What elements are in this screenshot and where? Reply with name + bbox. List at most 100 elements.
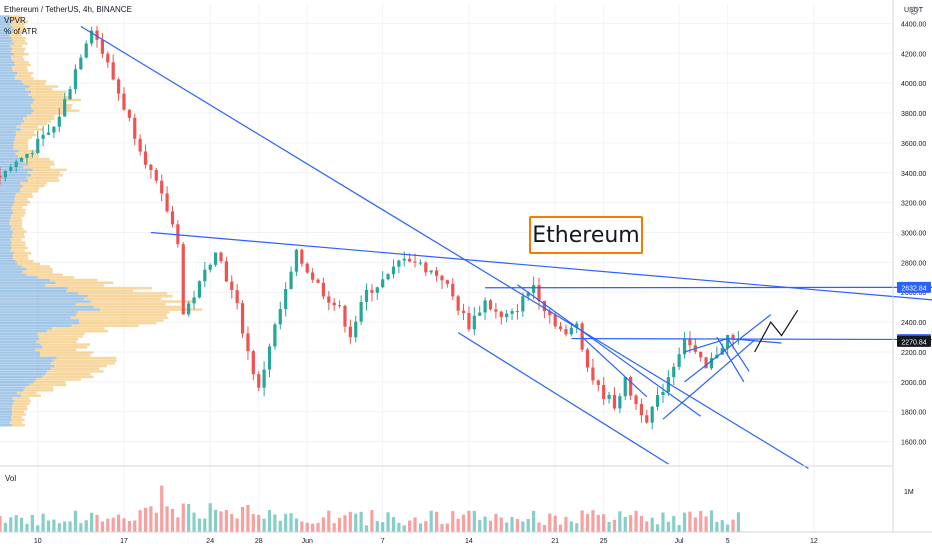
candle-body (634, 396, 637, 404)
symbol-title[interactable]: Ethereum / TetherUS, 4h, BINANCE (4, 4, 132, 15)
profile-bar-buy (0, 351, 40, 353)
candle-body (440, 276, 443, 280)
candle-body (413, 261, 416, 262)
profile-bar-buy (0, 131, 16, 133)
profile-bar-sell (76, 314, 167, 316)
profile-bar-sell (17, 392, 36, 394)
profile-bar-buy (0, 273, 27, 275)
candle-body (74, 69, 77, 89)
profile-bar-sell (23, 83, 45, 85)
profile-bar-sell (42, 346, 87, 348)
profile-bar-buy (0, 144, 14, 146)
candle-body (63, 99, 66, 116)
candle-body (230, 282, 233, 291)
volume-bar (521, 521, 524, 532)
profile-bar-sell (76, 303, 166, 305)
candle-body (9, 167, 12, 171)
profile-bar-sell (12, 40, 25, 42)
profile-bar-sell (10, 249, 24, 251)
indicator-atr[interactable]: % of ATR (4, 26, 132, 37)
volume-bar (737, 512, 740, 532)
volume-bar (349, 512, 352, 532)
volume-tick-label: 1M (904, 489, 914, 496)
profile-bar-sell (27, 177, 58, 179)
profile-bar-buy (0, 93, 28, 95)
volume-bar (327, 511, 330, 532)
candle-body (20, 158, 23, 162)
profile-bar-sell (34, 109, 79, 111)
volume-bar (419, 523, 422, 532)
volume-bar (273, 514, 276, 532)
y-tick-label: 1800.00 (901, 410, 926, 417)
volume-bar (527, 519, 530, 532)
volume-bar (42, 514, 45, 532)
candle-body (435, 270, 438, 275)
profile-bar-sell (17, 263, 40, 265)
candle-body (381, 279, 384, 287)
profile-bar-buy (0, 61, 14, 63)
candle-body (510, 311, 513, 314)
candle-body (543, 301, 546, 311)
profile-bar-buy (0, 386, 25, 388)
volume-bar (532, 511, 535, 532)
profile-bar-buy (0, 201, 15, 203)
profile-bar-buy (0, 368, 51, 370)
candle-body (360, 302, 363, 322)
profile-bar-sell (13, 147, 28, 149)
profile-bar-buy (0, 416, 11, 418)
profile-bar-sell (11, 238, 22, 240)
volume-bar (543, 525, 546, 532)
profile-bar-sell (100, 308, 202, 310)
volume-bar (473, 511, 476, 532)
profile-bar-sell (78, 292, 167, 294)
candle-body (430, 270, 433, 272)
profile-bar-buy (0, 303, 76, 305)
profile-bar-buy (0, 402, 13, 404)
volume-bar (440, 524, 443, 532)
candle-body (678, 354, 681, 367)
x-tick-label: 17 (120, 538, 128, 545)
profile-bar-sell (12, 37, 26, 39)
profile-bar-sell (12, 411, 24, 413)
candle-body (122, 94, 125, 110)
gear-icon[interactable]: ⚙ (903, 4, 925, 18)
profile-bar-buy (0, 362, 51, 364)
volume-bar (721, 520, 724, 532)
profile-bar-buy (0, 77, 15, 79)
volume-bar (128, 521, 131, 532)
candle-body (171, 211, 174, 224)
candle-body (618, 396, 621, 408)
profile-bar-buy (0, 214, 11, 216)
candle-body (489, 300, 492, 309)
profile-bar-sell (13, 69, 28, 71)
indicator-vpvr[interactable]: VPVR (4, 15, 132, 26)
profile-bar-buy (0, 142, 14, 144)
profile-bar-buy (0, 257, 13, 259)
candle-body (500, 312, 503, 317)
profile-bar-sell (13, 257, 29, 259)
profile-bar-sell (16, 134, 36, 136)
profile-bar-sell (12, 66, 27, 68)
profile-bar-buy (0, 48, 12, 50)
profile-bar-buy (0, 241, 12, 243)
candle-body (219, 253, 222, 262)
profile-bar-buy (0, 268, 26, 270)
candle-body (246, 333, 249, 351)
profile-bar-sell (13, 212, 25, 214)
volume-bar (246, 505, 249, 532)
profile-bar-sell (38, 333, 85, 335)
x-tick-label: 14 (465, 538, 473, 545)
profile-bar-buy (0, 330, 47, 332)
profile-bar-sell (31, 91, 66, 93)
volume-bar (683, 513, 686, 532)
candle-body (570, 328, 573, 335)
profile-bar-sell (14, 144, 28, 146)
candle-body (521, 296, 524, 311)
candle-body (602, 385, 605, 399)
ethereum-callout[interactable]: Ethereum (529, 216, 643, 254)
profile-bar-buy (0, 276, 37, 278)
profile-bar-buy (0, 236, 12, 238)
volume-bar (311, 524, 314, 532)
